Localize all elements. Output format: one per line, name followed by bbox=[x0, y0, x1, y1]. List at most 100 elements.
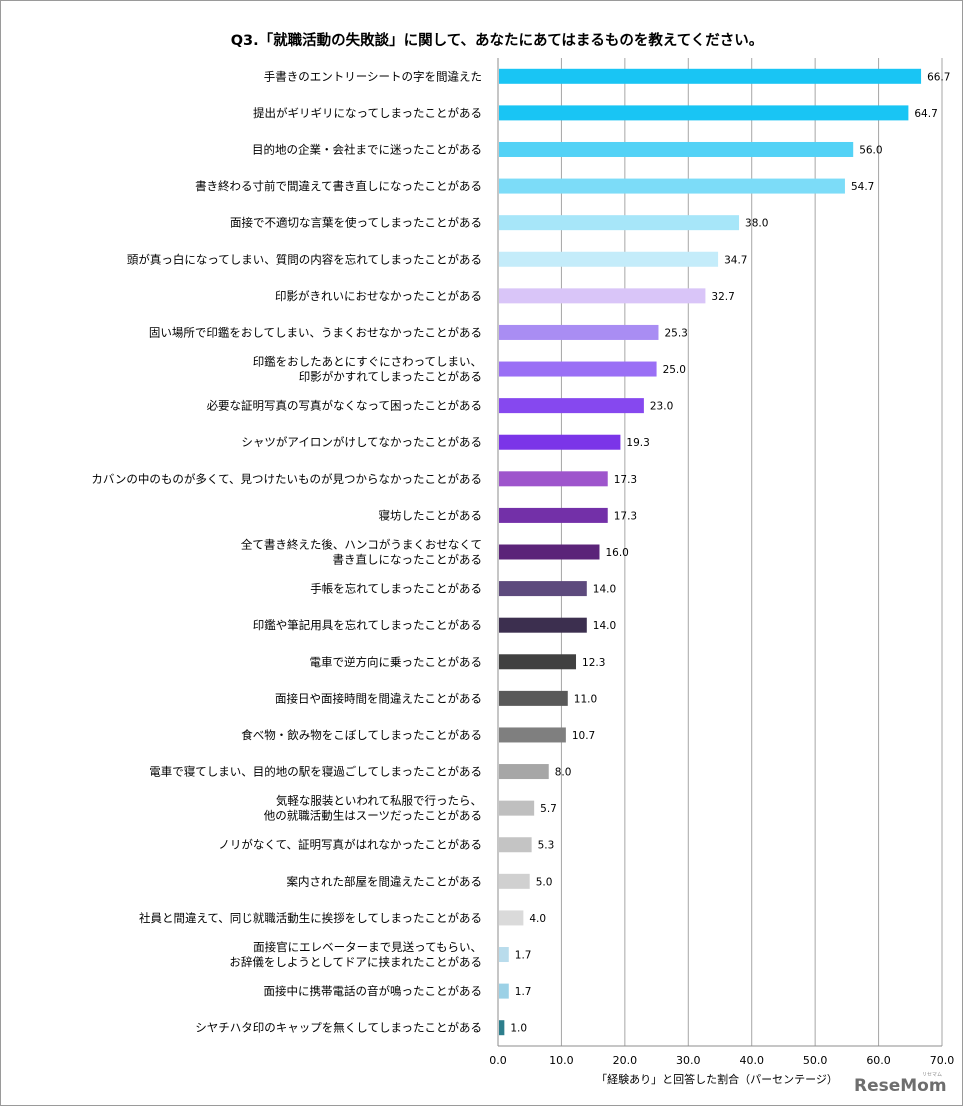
bar bbox=[499, 764, 549, 780]
x-axis-ticks: 0.0 10.0 20.0 30.0 40.0 50.0 60.0 70.0 bbox=[489, 1054, 954, 1067]
category-label: 気軽な服装といわれて私服で行ったら、 bbox=[276, 794, 482, 808]
value-label: 19.3 bbox=[626, 437, 649, 449]
bar bbox=[499, 544, 600, 560]
category-label: 印鑑をおしたあとにすぐにさわってしまい、 bbox=[253, 355, 482, 369]
value-label: 56.0 bbox=[859, 144, 882, 156]
value-label: 1.7 bbox=[515, 986, 532, 998]
bar bbox=[499, 215, 740, 231]
bar bbox=[499, 251, 719, 267]
category-label: 目的地の企業・会社までに迷ったことがある bbox=[252, 142, 482, 156]
category-label: 頭が真っ白になってしまい、質問の内容を忘れてしまったことがある bbox=[127, 252, 482, 266]
chart-title: Q3.「就職活動の失敗談」に関して、あなたにあてはまるものを教えてください。 bbox=[231, 31, 764, 49]
value-label: 10.7 bbox=[572, 730, 595, 742]
x-tick-label: 0.0 bbox=[489, 1054, 507, 1067]
bar bbox=[499, 105, 909, 121]
x-tick-label: 10.0 bbox=[549, 1054, 574, 1067]
bar bbox=[499, 800, 535, 816]
bar bbox=[499, 324, 659, 340]
category-label: 電車で逆方向に乗ったことがある bbox=[310, 655, 483, 669]
category-label: 面接で不適切な言葉を使ってしまったことがある bbox=[230, 216, 482, 230]
value-label: 66.7 bbox=[927, 71, 950, 83]
category-label: 他の就職活動生はスーツだったことがある bbox=[264, 809, 482, 823]
value-label: 4.0 bbox=[529, 913, 546, 925]
value-label: 25.3 bbox=[664, 327, 687, 339]
value-label: 8.0 bbox=[555, 767, 572, 779]
value-label: 11.0 bbox=[574, 693, 597, 705]
category-label: 印影がかすれてしまったことがある bbox=[299, 370, 482, 384]
category-label: 印影がきれいにおせなかったことがある bbox=[275, 289, 482, 303]
value-label: 38.0 bbox=[745, 218, 768, 230]
bar bbox=[499, 471, 608, 487]
value-label: 17.3 bbox=[614, 474, 637, 486]
bar bbox=[499, 434, 621, 450]
bar bbox=[499, 837, 532, 853]
logo-subtext: リセマム bbox=[922, 1072, 942, 1078]
category-label: シヤチハタ印のキャップを無くしてしまったことがある bbox=[195, 1021, 482, 1035]
value-label: 5.7 bbox=[540, 803, 557, 815]
bar bbox=[499, 398, 644, 414]
bar bbox=[499, 983, 509, 999]
bar bbox=[499, 690, 568, 706]
value-label: 12.3 bbox=[582, 657, 605, 669]
bar bbox=[499, 910, 524, 926]
bar bbox=[499, 617, 587, 633]
value-label: 64.7 bbox=[914, 108, 937, 120]
category-label: 面接日や面接時間を間違えたことがある bbox=[275, 691, 482, 705]
bar bbox=[499, 1020, 505, 1036]
x-tick-label: 70.0 bbox=[930, 1054, 955, 1067]
value-label: 14.0 bbox=[593, 620, 616, 632]
category-label: 必要な証明写真の写真がなくなって困ったことがある bbox=[207, 399, 482, 413]
value-label: 5.0 bbox=[536, 876, 553, 888]
value-label: 34.7 bbox=[724, 254, 747, 266]
value-label: 54.7 bbox=[851, 181, 874, 193]
x-tick-label: 50.0 bbox=[803, 1054, 828, 1067]
category-label: 手帳を忘れてしまったことがある bbox=[310, 582, 482, 596]
value-label: 1.0 bbox=[510, 1023, 527, 1035]
value-label: 17.3 bbox=[614, 510, 637, 522]
category-label: 面接中に携帯電話の音が鳴ったことがある bbox=[264, 984, 483, 998]
category-label: 全て書き終えた後、ハンコがうまくおせなくて bbox=[241, 538, 482, 552]
category-label: 電車で寝てしまい、目的地の駅を寝過ごしてしまったことがある bbox=[149, 765, 482, 779]
category-label: お辞儀をしようとしてドアに挟まれたことがある bbox=[229, 955, 482, 969]
x-axis-title: 「経験あり」と回答した割合（パーセンテージ） bbox=[596, 1072, 838, 1086]
category-label: 提出がギリギリになってしまったことがある bbox=[253, 106, 482, 120]
category-label: 社員と間違えて、同じ就職活動生に挨拶をしてしまったことがある bbox=[139, 911, 482, 925]
bar bbox=[499, 68, 922, 84]
value-label: 5.3 bbox=[538, 840, 555, 852]
bar bbox=[499, 581, 587, 597]
category-label: 書き終わる寸前で間違えて書き直しになったことがある bbox=[195, 179, 482, 193]
category-label: 案内された部屋を間違えたことがある bbox=[287, 874, 483, 888]
value-label: 14.0 bbox=[593, 584, 616, 596]
x-tick-label: 60.0 bbox=[866, 1054, 891, 1067]
value-label: 25.0 bbox=[663, 364, 686, 376]
category-label: 書き直しになったことがある bbox=[333, 553, 483, 567]
category-label: シャツがアイロンがけしてなかったことがある bbox=[241, 435, 482, 449]
value-label: 16.0 bbox=[605, 547, 628, 559]
x-tick-label: 20.0 bbox=[613, 1054, 638, 1067]
bar bbox=[499, 178, 845, 194]
category-label: 印鑑や筆記用具を忘れてしまったことがある bbox=[253, 618, 482, 632]
value-labels: 66.7 64.7 56.0 54.7 38.0 34.7 32.7 25.3 25.0 23.0… bbox=[510, 71, 950, 1034]
x-tick-label: 40.0 bbox=[739, 1054, 764, 1067]
category-label: 手書きのエントリーシートの字を間違えた bbox=[264, 69, 482, 83]
bar bbox=[499, 288, 706, 304]
bar bbox=[499, 654, 577, 670]
resemom-logo: ReseMom リセマム bbox=[854, 1072, 947, 1096]
logo-text: ReseMom bbox=[854, 1076, 947, 1096]
category-label: カバンの中のものが多くて、見つけたいものが見つからなかったことがある bbox=[91, 472, 482, 486]
bar bbox=[499, 727, 566, 743]
category-label: 食べ物・飲み物をこぼしてしまったことがある bbox=[241, 728, 482, 742]
bar bbox=[499, 947, 509, 963]
category-label: 固い場所で印鑑をおしてしまい、うまくおせなかったことがある bbox=[149, 325, 482, 339]
category-label: 寝坊したことがある bbox=[379, 508, 483, 522]
category-labels: 手書きのエントリーシートの字を間違えた提出がギリギリになってしまったことがある目… bbox=[91, 69, 482, 1034]
bar bbox=[499, 507, 608, 523]
bar bbox=[499, 361, 657, 377]
x-tick-label: 30.0 bbox=[676, 1054, 701, 1067]
value-label: 1.7 bbox=[515, 950, 532, 962]
value-label: 23.0 bbox=[650, 401, 673, 413]
bar bbox=[499, 141, 854, 157]
category-label: 面接官にエレベーターまで見送ってもらい、 bbox=[253, 940, 482, 954]
bars bbox=[499, 68, 922, 1036]
